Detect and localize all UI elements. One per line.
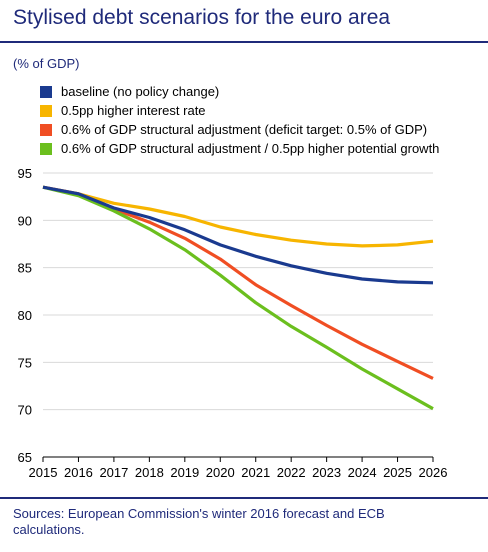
- x-tick-label: 2024: [348, 465, 377, 480]
- x-tick-label: 2025: [383, 465, 412, 480]
- legend-swatch-structural-adjustment: [40, 123, 52, 136]
- series-line-structural-adjustment: [42, 185, 434, 380]
- series-line-higher-interest-rate: [42, 185, 434, 248]
- source-note: Sources: European Commission's winter 20…: [13, 506, 385, 537]
- x-tick-label: 2019: [170, 465, 199, 480]
- chart-title: Stylised debt scenarios for the euro are…: [13, 6, 391, 29]
- legend-label-structural-adjustment: 0.6% of GDP structural adjustment (defic…: [61, 122, 428, 137]
- x-tick-label: 2026: [419, 465, 448, 480]
- x-tick-label: 2022: [277, 465, 306, 480]
- x-tick-label: 2018: [135, 465, 164, 480]
- y-tick-label: 85: [18, 261, 32, 276]
- x-tick-label: 2015: [29, 465, 58, 480]
- x-tick-label: 2016: [64, 465, 93, 480]
- legend-item-structural-growth: 0.6% of GDP structural adjustment / 0.5p…: [40, 139, 439, 158]
- x-tick-label: 2017: [99, 465, 128, 480]
- source-divider: [0, 497, 488, 499]
- y-tick-label: 95: [18, 166, 32, 181]
- title-divider: [0, 41, 488, 43]
- x-tick-label: 2021: [241, 465, 270, 480]
- legend-item-structural-adjustment: 0.6% of GDP structural adjustment (defic…: [40, 120, 439, 139]
- x-tick-label: 2020: [206, 465, 235, 480]
- unit-label: (% of GDP): [13, 56, 80, 71]
- legend-label-higher-interest-rate: 0.5pp higher interest rate: [61, 103, 206, 118]
- y-tick-label: 80: [18, 308, 32, 323]
- legend-item-baseline: baseline (no policy change): [40, 82, 439, 101]
- series-line-baseline: [42, 185, 434, 285]
- legend-swatch-higher-interest-rate: [40, 104, 52, 117]
- y-tick-label: 90: [18, 213, 32, 228]
- y-tick-label: 75: [18, 355, 32, 370]
- legend-swatch-structural-growth: [40, 142, 52, 155]
- legend-label-baseline: baseline (no policy change): [61, 84, 220, 99]
- y-tick-label: 70: [18, 403, 32, 418]
- legend: baseline (no policy change) 0.5pp higher…: [40, 82, 439, 158]
- y-tick-label: 65: [18, 450, 32, 465]
- legend-item-higher-interest-rate: 0.5pp higher interest rate: [40, 101, 439, 120]
- series-line-structural-growth: [42, 185, 434, 411]
- x-tick-label: 2023: [312, 465, 341, 480]
- legend-label-structural-growth: 0.6% of GDP structural adjustment / 0.5p…: [61, 141, 440, 156]
- legend-swatch-baseline: [40, 85, 52, 98]
